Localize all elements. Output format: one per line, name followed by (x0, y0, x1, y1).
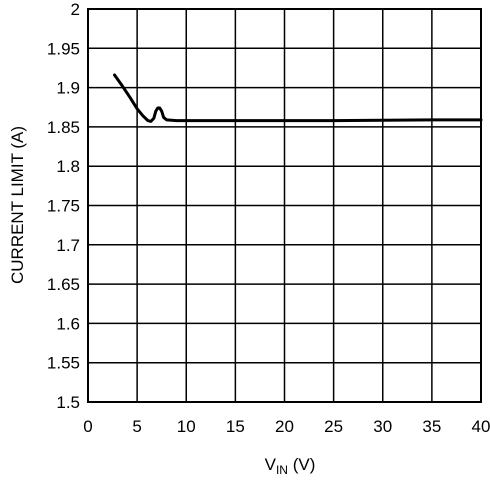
y-tick-label: 1.7 (56, 236, 80, 255)
y-tick-label: 1.8 (56, 157, 80, 176)
y-tick-label: 1.55 (47, 354, 80, 373)
y-tick-labels: 1.5 1.55 1.6 1.65 1.7 1.75 1.8 1.85 1.9 1.95 2 (47, 0, 80, 412)
x-tick-label: 10 (177, 417, 196, 436)
x-axis-label: VIN (V) (265, 455, 316, 477)
y-tick-label: 1.9 (56, 79, 80, 98)
x-tick-labels: 0 5 10 15 20 25 30 35 40 (83, 417, 490, 436)
x-tick-label: 35 (422, 417, 441, 436)
plot-frame (87, 8, 482, 403)
y-tick-label: 1.95 (47, 39, 80, 58)
y-tick-label: 1.85 (47, 118, 80, 137)
y-tick-label: 1.65 (47, 275, 80, 294)
y-axis-label: CURRENT LIMIT (A) (8, 126, 27, 284)
y-tick-label: 1.5 (56, 393, 80, 412)
x-axis-label-main: V (265, 455, 277, 474)
x-tick-label: 5 (132, 417, 141, 436)
x-tick-label: 0 (83, 417, 92, 436)
x-axis-label-unit: (V) (288, 455, 315, 474)
x-axis-label-sub: IN (276, 463, 288, 477)
x-tick-label: 15 (226, 417, 245, 436)
grid (87, 8, 482, 403)
x-tick-label: 40 (472, 417, 490, 436)
x-tick-label: 30 (373, 417, 392, 436)
series-line-current-limit (113, 73, 483, 123)
x-tick-label: 20 (275, 417, 294, 436)
x-tick-label: 25 (324, 417, 343, 436)
y-tick-label: 2 (71, 0, 80, 19)
y-tick-label: 1.75 (47, 197, 80, 216)
y-tick-label: 1.6 (56, 314, 80, 333)
